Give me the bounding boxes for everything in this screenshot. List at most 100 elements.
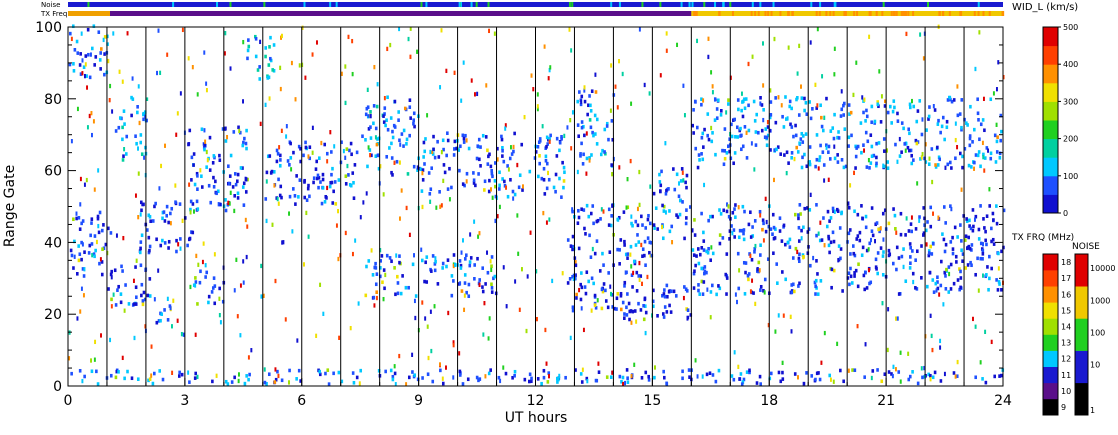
echo-cell <box>618 248 621 252</box>
echo-cell <box>372 295 376 300</box>
echo-cell <box>951 235 954 240</box>
scatter-cell <box>921 151 924 157</box>
echo-cell <box>652 304 655 309</box>
colorbar-width-cell <box>1043 59 1058 62</box>
echo-cell <box>77 215 81 220</box>
scatter-cell <box>326 159 329 164</box>
echo-cell <box>616 247 619 252</box>
scatter-cell <box>644 330 647 336</box>
echo-cell <box>331 201 335 205</box>
echo-cell <box>523 377 527 382</box>
echo-cell <box>513 373 516 378</box>
echo-cell <box>637 240 641 244</box>
echo-cell <box>709 290 713 294</box>
echo-cell <box>508 156 512 161</box>
echo-cell <box>827 234 830 239</box>
echo-cell <box>698 158 701 162</box>
echo-cell <box>124 283 127 287</box>
echo-cell <box>302 153 305 158</box>
echo-cell <box>644 304 647 308</box>
scatter-cell <box>621 71 624 77</box>
colorbar-txfrq-label: TX FRQ (MHz) <box>1011 233 1074 243</box>
echo-cell <box>396 274 399 279</box>
echo-cell <box>376 153 380 158</box>
echo-cell <box>782 125 786 129</box>
echo-cell <box>875 141 878 146</box>
txfrq-strip-segment <box>868 11 871 16</box>
echo-cell <box>855 146 858 150</box>
echo-cell <box>205 270 209 275</box>
scatter-cell <box>413 298 416 304</box>
echo-cell <box>915 249 919 254</box>
echo-cell <box>534 150 538 154</box>
echo-cell <box>588 118 592 122</box>
echo-cell <box>718 233 722 237</box>
colorbar-width-cell <box>1043 112 1058 115</box>
scatter-cell <box>796 249 799 255</box>
echo-cell <box>623 316 626 321</box>
echo-cell <box>587 214 591 219</box>
echo-cell <box>847 271 851 276</box>
echo-cell <box>157 319 161 323</box>
colorbar-width-cell <box>1043 48 1058 51</box>
echo-cell <box>118 116 122 120</box>
echo-cell <box>457 282 461 286</box>
echo-cell <box>856 234 860 238</box>
echo-cell <box>76 51 80 55</box>
colorbar-width-cell <box>1043 206 1058 209</box>
scatter-cell <box>351 38 354 44</box>
scatter-cell <box>561 271 564 276</box>
scatter-cell <box>932 211 934 216</box>
echo-cell <box>264 197 268 201</box>
scatter-cell <box>228 201 231 206</box>
echo-cell <box>986 265 989 269</box>
scatter-cell <box>954 374 957 379</box>
echo-cell <box>600 306 604 311</box>
echo-cell <box>203 147 206 152</box>
echo-cell <box>631 223 634 228</box>
scatter-cell <box>421 170 424 176</box>
echo-cell <box>788 237 792 242</box>
scatter-cell <box>280 128 283 134</box>
echo-cell <box>337 370 341 375</box>
echo-cell <box>143 110 147 114</box>
echo-cell <box>955 374 959 379</box>
echo-cell <box>272 68 276 73</box>
echo-cell <box>104 242 108 247</box>
scatter-cell <box>259 39 262 45</box>
echo-cell <box>609 375 613 379</box>
echo-cell <box>810 374 814 378</box>
scatter-cell <box>187 370 190 375</box>
echo-cell <box>236 191 240 196</box>
echo-cell <box>839 256 842 261</box>
echo-cell <box>331 166 334 171</box>
scatter-cell <box>277 201 280 206</box>
echo-cell <box>611 138 615 142</box>
echo-cell <box>650 253 654 258</box>
scatter-cell <box>441 376 444 381</box>
colorbar-width-tick-label: 500 <box>1063 23 1078 32</box>
echo-cell <box>100 228 104 233</box>
echo-cell <box>936 275 939 280</box>
scatter-cell <box>530 73 533 78</box>
echo-cell <box>944 287 948 291</box>
scatter-cell <box>109 337 112 343</box>
echo-cell <box>732 161 735 166</box>
scatter-cell <box>820 360 823 365</box>
colorbar-width-cell <box>1043 68 1058 71</box>
echo-cell <box>744 261 748 265</box>
scatter-cell <box>213 252 216 257</box>
scatter-cell <box>452 343 455 348</box>
echo-cell <box>408 98 412 102</box>
echo-cell <box>245 146 248 151</box>
echo-cell <box>143 297 147 302</box>
scatter-cell <box>618 165 621 170</box>
echo-cell <box>344 182 348 186</box>
echo-cell <box>148 277 152 281</box>
echo-cell <box>908 242 912 246</box>
echo-cell <box>119 292 123 296</box>
echo-cell <box>899 232 903 237</box>
scatter-cell <box>247 355 250 360</box>
echo-cell <box>340 379 344 384</box>
echo-cell <box>713 118 717 122</box>
